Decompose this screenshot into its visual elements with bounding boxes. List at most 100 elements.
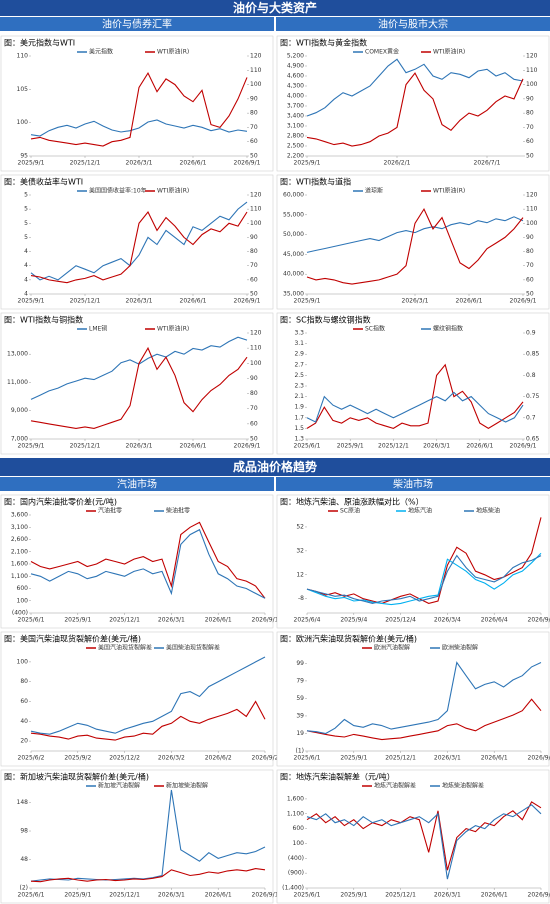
x-tick-label: 2025/6/1 xyxy=(294,443,321,450)
chart-title: 图：地炼汽柴油、原油涨跌幅对比（%） xyxy=(280,497,424,507)
y2-tick-label: 120 xyxy=(250,192,262,199)
y2-tick-label: 70 xyxy=(250,405,258,412)
legend-label: 美国国债收益率:10年 xyxy=(89,187,147,195)
y-tick-label: 1,100 xyxy=(287,810,304,817)
y-tick-label: 3,700 xyxy=(287,103,304,110)
y-tick-label: 60 xyxy=(20,698,28,705)
y-tick-label: 55,000 xyxy=(283,211,304,218)
panel xyxy=(0,769,274,904)
legend-label: 新加坡汽油裂解 xyxy=(98,782,140,790)
y-tick-label: 79 xyxy=(296,677,304,684)
chart-title: 图：美元指数与WTI xyxy=(4,38,75,48)
x-tick-label: 2026/6/1 xyxy=(466,443,493,450)
y2-tick-label: 50 xyxy=(250,436,258,443)
y2-tick-label: 120 xyxy=(526,192,538,199)
y2-tick-label: 90 xyxy=(250,95,258,102)
y2-tick-label: 60 xyxy=(250,138,258,145)
x-tick-label: 2026/9/1 xyxy=(528,892,550,899)
x-tick-label: 2026/6/1 xyxy=(481,892,508,899)
y-tick-label: 1.5 xyxy=(294,425,304,432)
x-tick-label: 2025/9/1 xyxy=(64,892,91,899)
legend-label: 地炼汽油 xyxy=(408,507,432,515)
y-tick-label: 39 xyxy=(296,712,304,719)
subheader-bg xyxy=(0,17,274,31)
x-tick-label: 2025/12/1 xyxy=(70,443,101,450)
legend-label: COMEX黄金 xyxy=(365,48,399,56)
y-tick-label: 60,000 xyxy=(283,192,304,199)
y-tick-label: (900) xyxy=(288,870,304,877)
panel xyxy=(0,174,274,310)
x-tick-label: 2025/6/2 xyxy=(18,755,45,762)
chart-title: 图：WTI指数与铜指数 xyxy=(4,315,83,325)
y-tick-label: 32 xyxy=(296,547,304,554)
legend-label: 美国汽油现货裂解差 xyxy=(98,644,152,652)
subheader-bg xyxy=(276,477,550,491)
x-tick-label: 2026/3/1 xyxy=(126,443,153,450)
section-header-bg xyxy=(0,458,550,476)
x-tick-label: 2025/12/2 xyxy=(109,755,140,762)
x-tick-label: 2026/9/4 xyxy=(528,617,550,624)
y2-tick-label: 0.9 xyxy=(526,330,536,337)
x-tick-label: 2026/9/2 xyxy=(252,755,279,762)
series-line xyxy=(30,346,248,429)
y-tick-label: 100 xyxy=(17,597,29,604)
y-tick-label: 2,600 xyxy=(11,536,28,543)
y-tick-label: 80 xyxy=(20,678,28,685)
x-tick-label: 2025/12/1 xyxy=(109,892,140,899)
panel xyxy=(276,769,550,904)
series-line xyxy=(30,71,248,147)
y2-tick-label: 110 xyxy=(250,67,262,74)
y-tick-label: 2.1 xyxy=(294,393,304,400)
x-tick-label: 2026/3/1 xyxy=(158,892,185,899)
y2-tick-label: 60 xyxy=(250,276,258,283)
x-tick-label: 2025/9/4 xyxy=(340,617,367,624)
legend-label: SC指数 xyxy=(365,325,385,333)
legend-label: 新加坡柴油裂解 xyxy=(166,782,208,790)
x-tick-label: 2026/9/1 xyxy=(252,892,279,899)
x-tick-label: 2026/3/1 xyxy=(423,443,450,450)
y2-tick-label: 100 xyxy=(250,360,262,367)
subheader-bg xyxy=(0,477,274,491)
y2-tick-label: 0.7 xyxy=(526,414,536,421)
legend-label: 螺纹钢指数 xyxy=(433,325,463,333)
y-tick-label: 3,600 xyxy=(11,512,28,519)
series-line xyxy=(30,656,266,735)
y-tick-label: 2,500 xyxy=(287,143,304,150)
y-tick-label: 2.3 xyxy=(294,383,304,390)
x-tick-label: 2025/12/1 xyxy=(385,892,416,899)
x-tick-label: 2025/9/1 xyxy=(18,298,45,305)
series-line xyxy=(306,363,524,430)
y-tick-label: 50,000 xyxy=(283,231,304,238)
y-tick-label: (1,400) xyxy=(282,885,304,892)
panel xyxy=(276,35,550,172)
chart-title: 图：美债收益率与WTI xyxy=(4,177,83,187)
series-line xyxy=(30,119,248,137)
y-tick-label: 3,100 xyxy=(287,123,304,130)
y-tick-label: 5 xyxy=(24,206,28,213)
y-tick-label: 2.5 xyxy=(294,372,304,379)
y-tick-label: 2.9 xyxy=(294,351,304,358)
x-tick-label: 2025/12/1 xyxy=(385,755,416,762)
y-tick-label: 1.9 xyxy=(294,404,304,411)
y-tick-label: (400) xyxy=(288,855,304,862)
panel xyxy=(276,174,550,310)
y2-tick-label: 50 xyxy=(250,291,258,298)
y-tick-label: 1.3 xyxy=(294,436,304,443)
y-tick-label: 148 xyxy=(17,799,29,806)
y-tick-label: 4,600 xyxy=(287,73,304,80)
y-tick-label: (400) xyxy=(12,610,28,617)
y-tick-label: 59 xyxy=(296,695,304,702)
y2-tick-label: 0.75 xyxy=(526,393,540,400)
x-tick-label: 2026/9/1 xyxy=(510,298,537,305)
chart-title: 图：地炼汽柴油裂解差（元/吨） xyxy=(280,772,395,782)
y2-tick-label: 100 xyxy=(526,220,538,227)
series-line xyxy=(306,552,542,606)
series-line xyxy=(30,210,248,284)
legend-label: 地炼柴油裂解差 xyxy=(442,782,484,790)
y-tick-label: 2.7 xyxy=(294,361,304,368)
series-line xyxy=(30,700,266,741)
x-tick-label: 2025/9/1 xyxy=(340,755,367,762)
chart-title: 图：新加坡汽柴油现货裂解价差(美元/桶) xyxy=(4,772,149,782)
x-tick-label: 2025/9/1 xyxy=(294,160,321,167)
y-tick-label: 40,000 xyxy=(283,271,304,278)
